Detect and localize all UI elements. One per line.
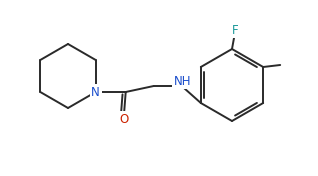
Text: F: F bbox=[232, 24, 238, 36]
Text: O: O bbox=[119, 112, 128, 125]
Text: N: N bbox=[91, 86, 100, 99]
Text: NH: NH bbox=[174, 74, 191, 87]
